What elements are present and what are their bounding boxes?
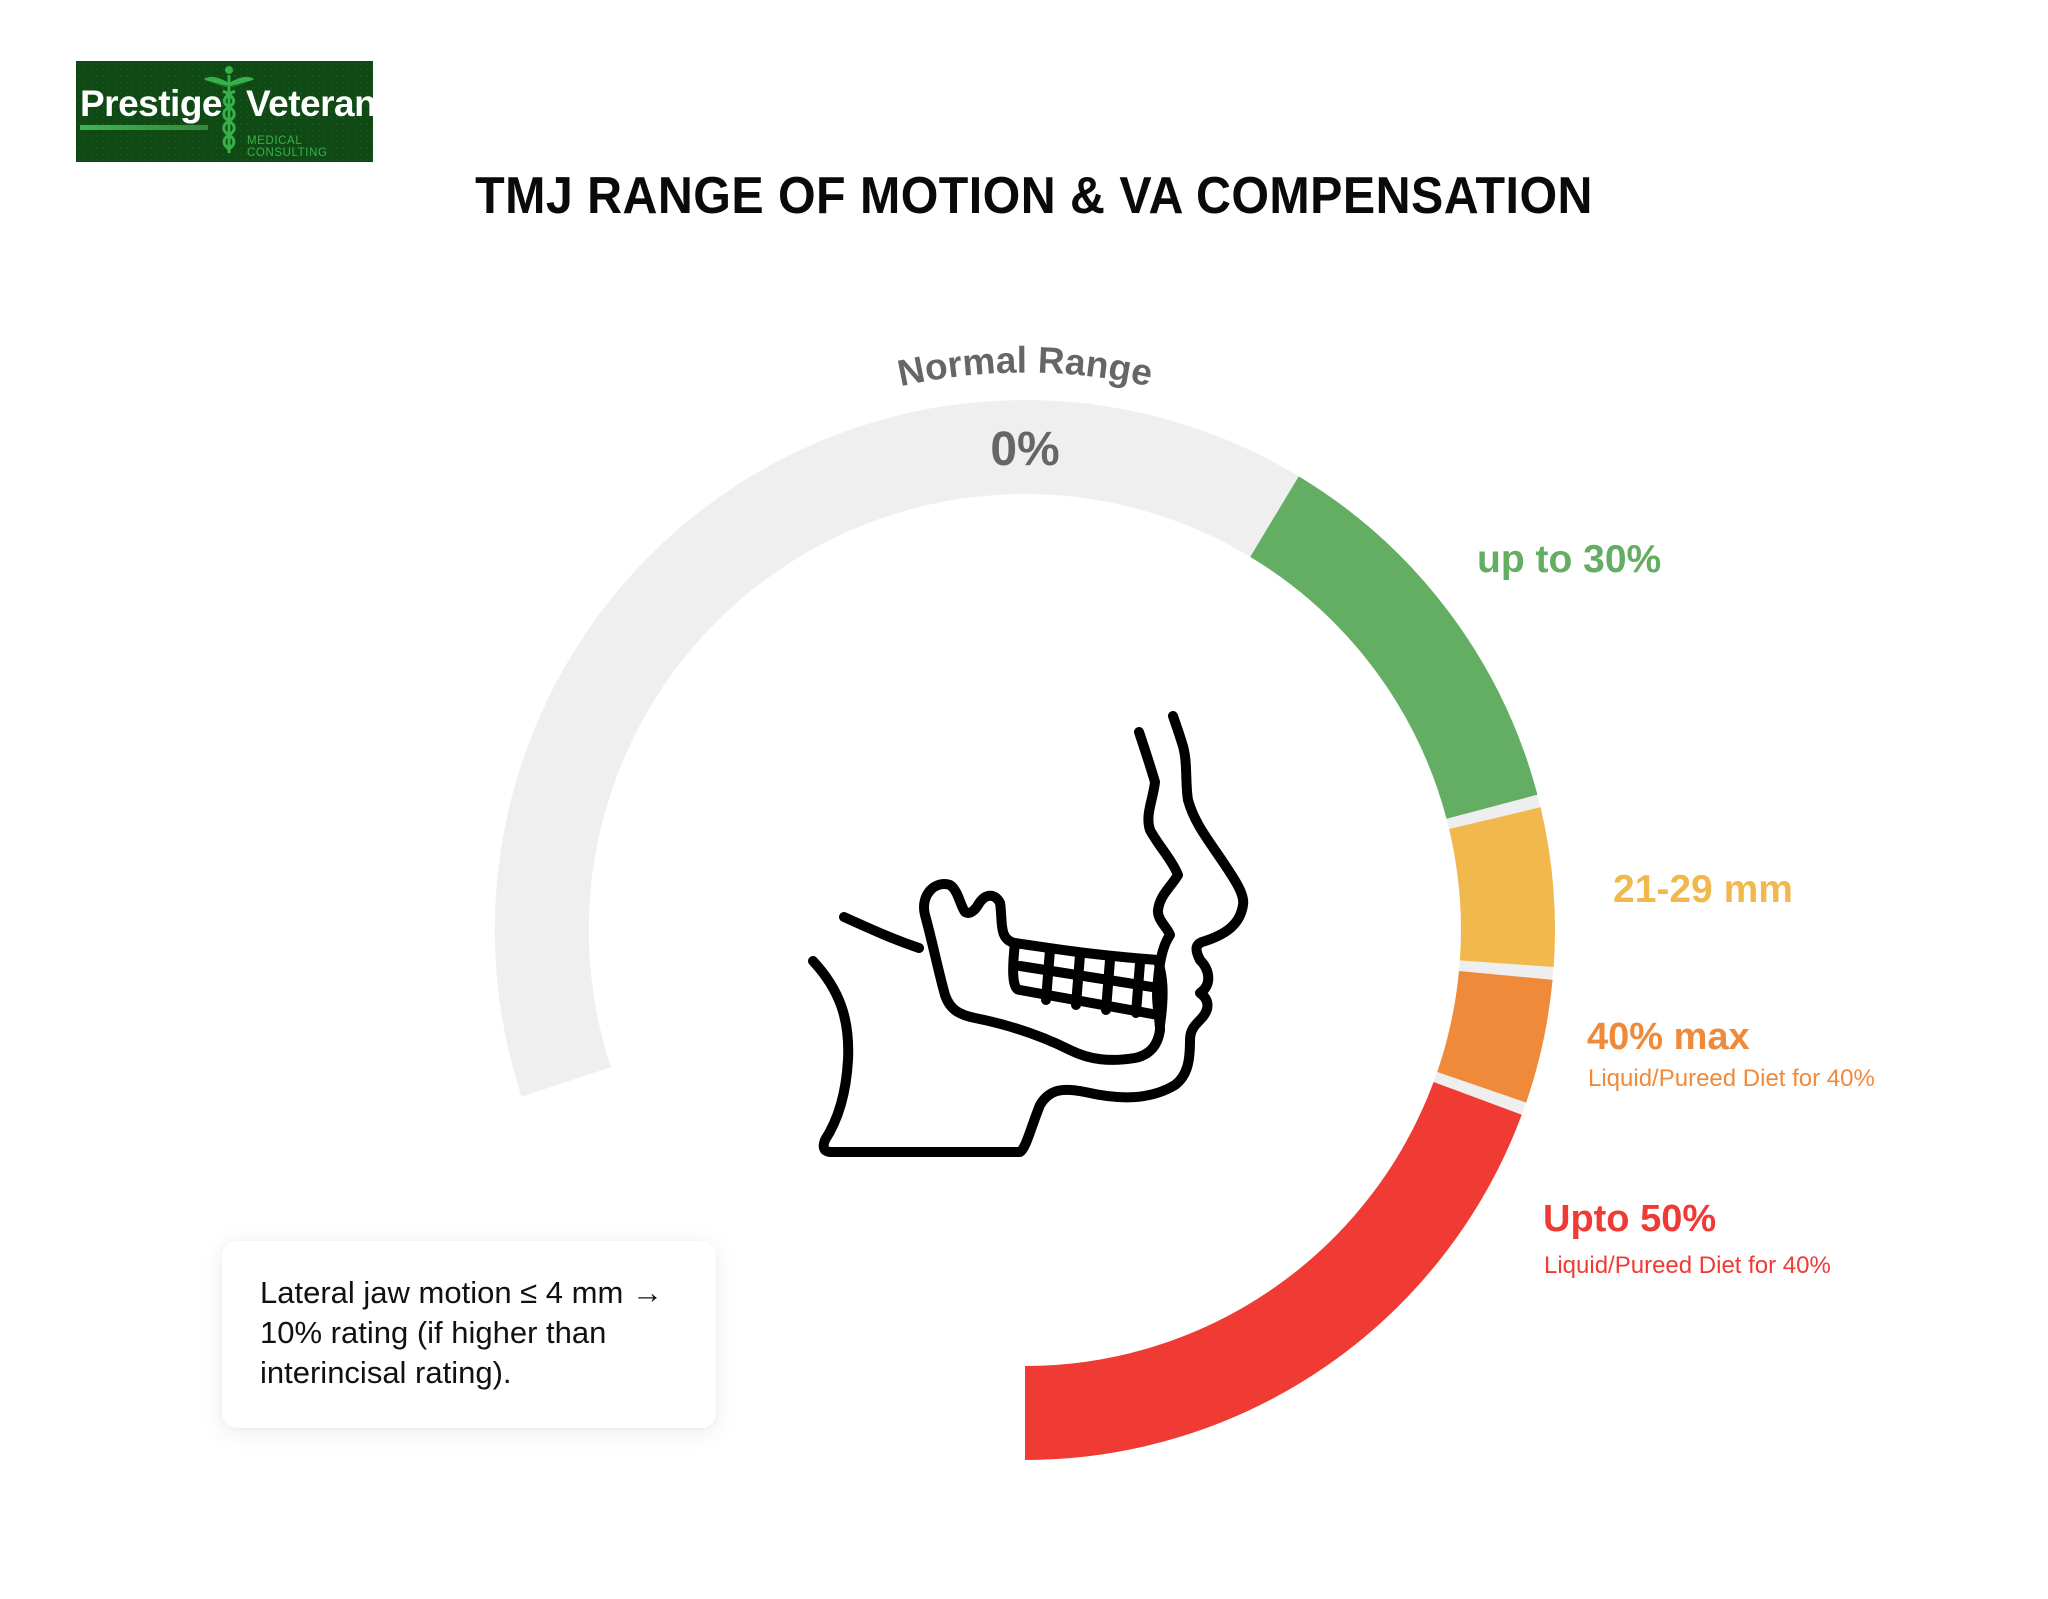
logo-word-veteran: Veteran [246, 83, 373, 124]
caduceus-icon [204, 66, 254, 153]
note-card: Lateral jaw motion ≤ 4 mm → 10% rating (… [222, 1241, 716, 1428]
gauge-segment-orange [1437, 970, 1553, 1103]
gauge-segment-green [1249, 476, 1538, 820]
normal-range-label-path: Normal Range [894, 340, 1156, 395]
logo-word-prestige: Prestige [80, 83, 223, 124]
segment-label-red: Upto 50% [1543, 1198, 1717, 1240]
segment-sublabel-red: Liquid/Pureed Diet for 40% [1544, 1252, 1831, 1279]
logo-subtitle: MEDICAL CONSULTING [247, 135, 328, 159]
jaw-profile-icon [808, 711, 1249, 1157]
segment-label-green: up to 30% [1477, 538, 1662, 581]
note-text: Lateral jaw motion ≤ 4 mm → 10% rating (… [260, 1275, 663, 1390]
logo-underline [80, 125, 208, 130]
gauge-segment-normal [494, 400, 1299, 1097]
gauge-segment-red [1024, 1081, 1522, 1460]
page-title: TMJ RANGE OF MOTION & VA COMPENSATION [0, 166, 2048, 226]
segment-label-orange: 40% max [1587, 1016, 1750, 1058]
segment-sublabel-orange: Liquid/Pureed Diet for 40% [1588, 1065, 1875, 1092]
brand-logo: Prestige Veteran MEDICAL CONSULTING [76, 61, 373, 162]
normal-range-label: Normal Range [894, 340, 1156, 395]
page-title-text: TMJ RANGE OF MOTION & VA COMPENSATION [475, 167, 1593, 225]
segment-label-yellow: 21-29 mm [1613, 868, 1793, 911]
normal-range-value: 0% [990, 423, 1060, 476]
gauge-segment-yellow [1449, 807, 1555, 967]
